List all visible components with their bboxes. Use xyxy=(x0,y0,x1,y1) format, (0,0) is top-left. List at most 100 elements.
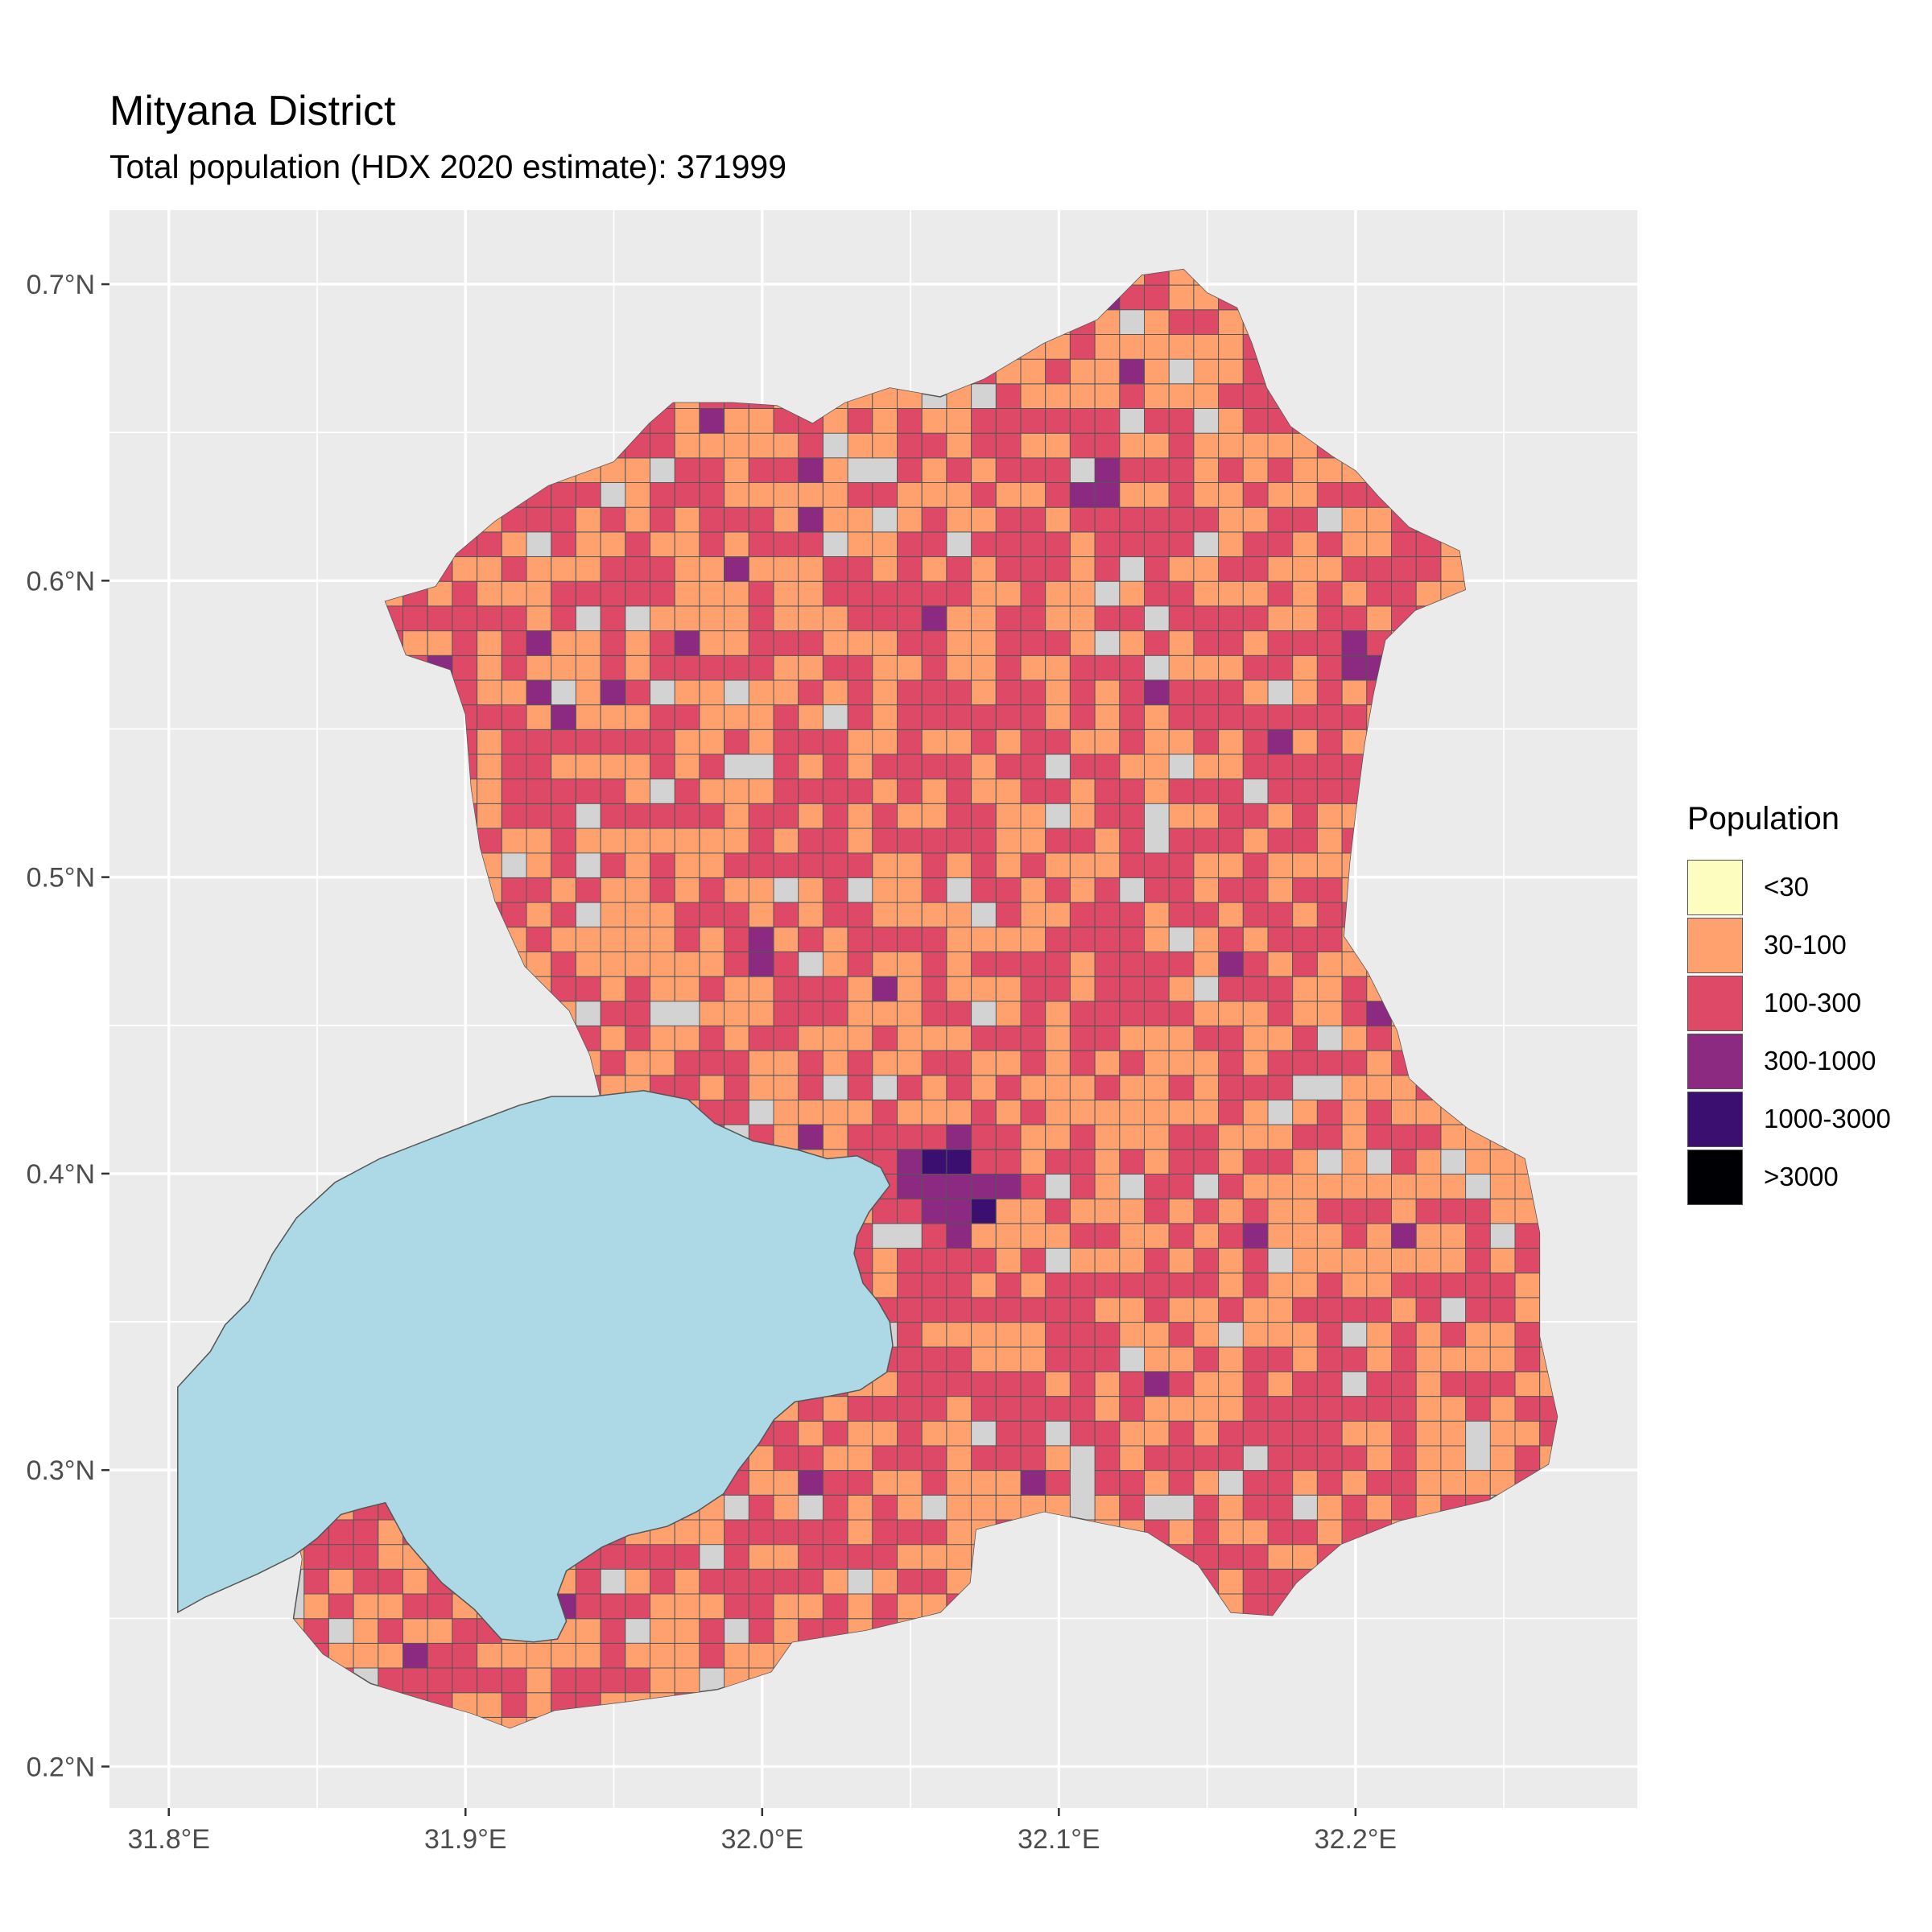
population-cell xyxy=(1218,1519,1244,1546)
population-cell xyxy=(921,580,947,607)
population-cell xyxy=(773,927,799,952)
population-cell xyxy=(1267,1001,1294,1026)
population-cell xyxy=(1144,408,1170,434)
population-cell xyxy=(1069,506,1096,533)
population-cell xyxy=(1292,753,1318,780)
population-cell xyxy=(551,729,576,755)
population-cell xyxy=(1069,1075,1096,1101)
population-cell xyxy=(798,605,824,632)
population-cell xyxy=(1045,1149,1071,1175)
population-cell xyxy=(971,654,997,681)
population-cell xyxy=(551,531,576,558)
population-cell xyxy=(501,580,527,607)
population-cell xyxy=(921,852,947,878)
population-cell xyxy=(971,1494,997,1521)
population-cell xyxy=(1316,704,1343,730)
population-cell xyxy=(921,828,947,854)
population-cell xyxy=(1366,1050,1393,1076)
population-cell xyxy=(551,778,576,804)
population-cell xyxy=(1193,1272,1220,1298)
population-cell xyxy=(1415,1149,1442,1175)
population-cell xyxy=(773,1494,799,1521)
population-cell xyxy=(575,1593,601,1620)
population-cell xyxy=(600,828,626,854)
population-cell xyxy=(1242,679,1269,706)
population-cell xyxy=(748,556,774,582)
population-cell xyxy=(724,506,749,533)
population-cell xyxy=(822,877,848,903)
population-cell xyxy=(822,1470,848,1496)
population-cell xyxy=(1119,852,1146,878)
population-cell xyxy=(897,729,923,755)
population-cell xyxy=(650,1618,675,1644)
population-cell xyxy=(699,1075,725,1101)
legend-item-lt30: <30 xyxy=(1687,858,1891,916)
population-cell xyxy=(897,1075,923,1101)
population-cell xyxy=(600,1593,626,1620)
population-cell xyxy=(1193,1470,1220,1496)
population-cell xyxy=(1069,580,1096,607)
population-cell xyxy=(1316,1174,1343,1199)
population-cell xyxy=(1292,1223,1318,1249)
population-cell xyxy=(625,1568,650,1595)
population-cell xyxy=(1020,1248,1046,1274)
population-cell xyxy=(477,556,502,582)
population-cell xyxy=(1069,383,1096,409)
population-cell xyxy=(1045,482,1071,508)
population-cell xyxy=(724,1642,749,1669)
population-cell xyxy=(551,654,576,681)
population-cell xyxy=(1094,1174,1121,1199)
population-cell xyxy=(1119,729,1146,755)
population-cell xyxy=(1242,976,1269,1002)
population-cell xyxy=(674,828,700,854)
population-cell xyxy=(995,1075,1022,1101)
population-cell xyxy=(995,1346,1022,1373)
population-cell xyxy=(921,531,947,558)
population-cell xyxy=(526,828,552,854)
population-cell xyxy=(1069,877,1096,903)
population-cell xyxy=(921,704,947,730)
population-cell xyxy=(724,457,749,483)
population-cell xyxy=(847,1124,873,1150)
population-cell xyxy=(1391,1272,1417,1298)
population-cell xyxy=(1341,976,1368,1002)
population-cell xyxy=(921,976,947,1002)
population-cell xyxy=(1415,556,1442,582)
population-cell xyxy=(1144,383,1170,409)
population-cell xyxy=(1242,580,1269,607)
population-cell xyxy=(798,432,824,459)
population-cell xyxy=(1242,753,1269,780)
population-cell xyxy=(1045,704,1071,730)
population-cell xyxy=(724,1001,749,1026)
legend-key-gt3000 xyxy=(1687,1149,1743,1205)
population-cell xyxy=(971,1223,997,1249)
population-cell xyxy=(1366,580,1393,607)
legend-item-1000-3000: 1000-3000 xyxy=(1687,1090,1891,1148)
population-cell xyxy=(724,408,749,434)
population-cell xyxy=(872,778,898,804)
population-cell xyxy=(1144,729,1170,755)
population-cell xyxy=(1069,902,1096,928)
population-cell xyxy=(872,1050,898,1076)
population-cell xyxy=(1094,704,1121,730)
population-cell xyxy=(1341,1198,1368,1224)
population-cell xyxy=(897,852,923,878)
population-cell xyxy=(526,902,552,928)
population-cell xyxy=(1242,729,1269,755)
population-cell xyxy=(477,679,502,706)
population-cell xyxy=(1168,1124,1195,1150)
population-cell xyxy=(1168,408,1195,434)
legend-key-1000-3000 xyxy=(1687,1091,1743,1147)
population-cell xyxy=(1465,1396,1491,1422)
population-cell xyxy=(1292,1050,1318,1076)
population-cell xyxy=(995,1223,1022,1249)
population-cell xyxy=(1168,679,1195,706)
population-cell xyxy=(1168,334,1195,360)
population-cell xyxy=(1366,531,1393,558)
population-cell xyxy=(1094,383,1121,409)
population-cell xyxy=(995,902,1022,928)
population-cell xyxy=(847,556,873,582)
population-cell xyxy=(822,778,848,804)
population-cell xyxy=(946,1124,972,1150)
population-cell xyxy=(971,1050,997,1076)
